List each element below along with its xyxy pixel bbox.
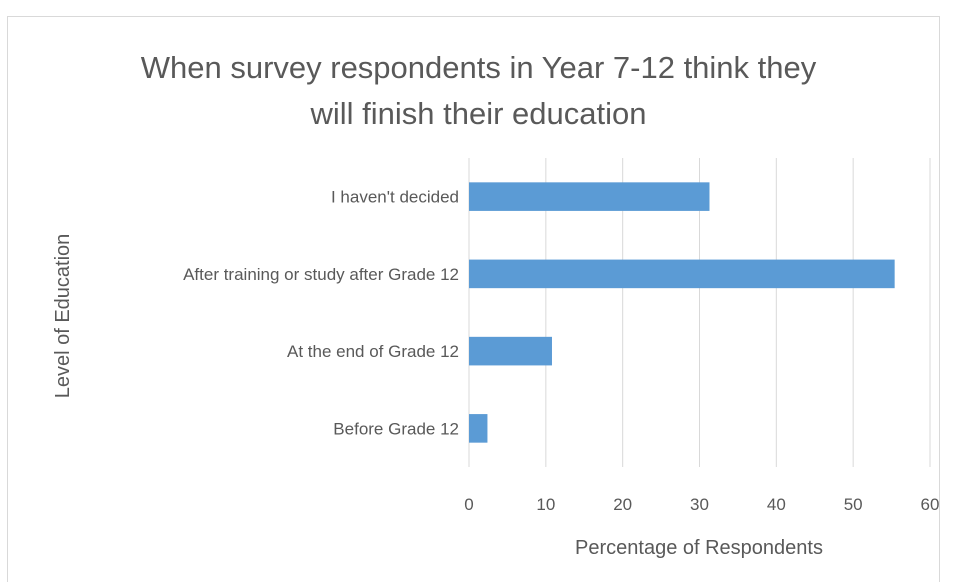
x-tick-label: 20 — [613, 495, 632, 514]
x-axis-title: Percentage of Respondents — [575, 537, 823, 559]
chart-title-line-2: will finish their education — [310, 96, 647, 131]
y-axis-title: Level of Education — [52, 234, 74, 399]
x-tick-labels: 0 10 20 30 40 50 60 — [464, 495, 939, 514]
chart-title-line-1: When survey respondents in Year 7-12 thi… — [140, 50, 817, 85]
x-tick-label: 30 — [690, 495, 709, 514]
category-label: I haven't decided — [331, 188, 459, 207]
x-tick-label: 0 — [464, 495, 473, 514]
x-tick-label: 50 — [844, 495, 863, 514]
category-label: Before Grade 12 — [333, 419, 459, 438]
category-label: After training or study after Grade 12 — [183, 265, 459, 284]
chart-title: When survey respondents in Year 7-12 thi… — [0, 45, 957, 137]
bar — [469, 182, 710, 211]
x-tick-label: 40 — [767, 495, 786, 514]
category-label: At the end of Grade 12 — [287, 342, 459, 361]
bar — [469, 336, 552, 366]
x-tick-label: 10 — [536, 495, 555, 514]
x-tick-label: 60 — [921, 495, 940, 514]
bar — [469, 259, 895, 289]
bar — [469, 414, 488, 443]
chart-frame — [7, 16, 940, 582]
bars — [469, 182, 895, 443]
category-labels: Before Grade 12 At the end of Grade 12 Aft… — [183, 188, 459, 439]
